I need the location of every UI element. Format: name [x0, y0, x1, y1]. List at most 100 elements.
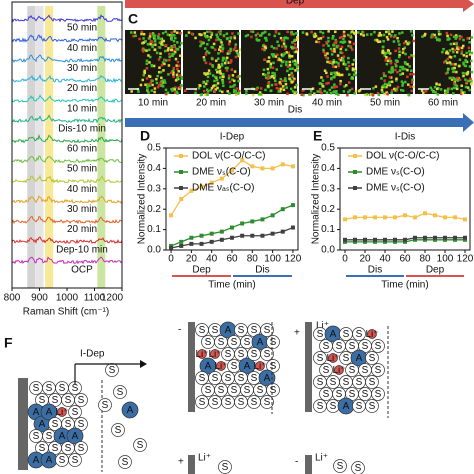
series-marker	[453, 215, 457, 220]
micro-dot	[264, 88, 267, 92]
micro-dot	[468, 65, 472, 68]
micro-dot	[333, 47, 336, 51]
micro-dot	[179, 54, 182, 57]
micro-dot	[448, 55, 452, 59]
micro-dot	[326, 60, 329, 64]
micro-dot	[353, 92, 357, 95]
micro-dot	[390, 67, 394, 71]
micro-dot	[178, 45, 182, 49]
x-tick-label: 100	[437, 254, 454, 265]
electrode-sign: +	[294, 328, 300, 339]
period-label: Dis	[255, 265, 269, 276]
solvent-particle	[266, 383, 280, 397]
micro-dot	[369, 33, 373, 36]
micro-dot	[231, 32, 234, 35]
micro-dot	[270, 83, 274, 87]
series-marker	[260, 217, 265, 222]
micro-dot	[236, 53, 240, 56]
dep-arrow-head	[463, 0, 474, 12]
micro-dot	[200, 33, 203, 37]
micro-dot	[331, 37, 334, 40]
micro-dot	[171, 52, 174, 56]
solvent-label: S	[369, 353, 376, 364]
micro-dot	[204, 61, 208, 65]
micro-dot	[451, 92, 455, 95]
micro-dot	[321, 31, 325, 35]
micro-dot	[185, 34, 188, 37]
micro-dot	[452, 70, 456, 73]
micro-dot	[237, 91, 240, 95]
micro-dot	[161, 31, 165, 35]
lithium-particle	[367, 329, 377, 339]
micro-dot	[334, 73, 337, 77]
micro-dot	[152, 64, 156, 68]
micro-dot	[455, 87, 459, 91]
micro-dot	[339, 82, 342, 86]
micro-dot	[378, 31, 382, 35]
solvent-label: S	[78, 395, 85, 406]
micro-dot	[342, 55, 346, 58]
micro-dot	[145, 67, 149, 70]
micro-dot	[393, 35, 396, 39]
micro-dot	[452, 77, 456, 80]
micro-dot	[322, 48, 325, 52]
micro-dot	[207, 38, 211, 42]
y-tick-label: 0.1	[147, 224, 161, 235]
micro-dot	[446, 68, 450, 71]
series-marker	[189, 188, 194, 193]
micro-dot	[224, 59, 228, 62]
solvent-label: S	[336, 341, 343, 352]
micro-dot	[468, 41, 472, 44]
electrode-sign: -	[178, 325, 181, 336]
micro-dot	[341, 57, 345, 61]
micro-dot	[231, 74, 235, 77]
micro-dot	[280, 38, 284, 42]
solvent-label: S	[244, 385, 251, 396]
micro-dot	[382, 72, 386, 75]
micro-dot	[237, 54, 241, 58]
micro-dot	[386, 59, 390, 63]
solvent-label: S	[122, 457, 129, 468]
micro-dot	[290, 71, 293, 75]
micro-dot	[315, 40, 318, 44]
micro-dot	[286, 65, 290, 68]
micro-dot	[222, 34, 226, 37]
micro-dot	[437, 30, 441, 33]
micro-dot	[170, 33, 174, 36]
micro-dot	[172, 34, 176, 37]
micro-dot	[410, 69, 413, 72]
series-marker	[250, 233, 255, 238]
micro-dot	[264, 76, 268, 80]
micro-dot	[175, 47, 179, 51]
micro-dot	[401, 84, 404, 87]
solvent-label: S	[212, 325, 219, 336]
micro-dot	[257, 93, 261, 96]
micro-dot	[148, 75, 152, 78]
micro-dot	[398, 32, 401, 35]
micro-dot	[380, 88, 384, 92]
micro-dot	[132, 34, 135, 38]
micro-dot	[219, 45, 222, 49]
micro-dot	[385, 57, 388, 61]
micro-dot	[313, 35, 316, 39]
micro-dot	[334, 65, 338, 69]
solvent-label: S	[317, 401, 324, 412]
micro-dot	[300, 93, 303, 96]
micro-dot	[385, 62, 389, 66]
series-marker	[433, 237, 437, 242]
micro-dot	[187, 31, 191, 34]
micro-dot	[238, 48, 242, 51]
micro-dot	[429, 86, 433, 90]
micro-dot	[351, 63, 355, 66]
micro-dot	[281, 85, 285, 88]
micro-dot	[289, 87, 293, 91]
micro-dot	[395, 64, 398, 68]
micro-dot	[293, 86, 297, 89]
lithium-label: Li⁺	[253, 361, 266, 372]
micro-dot	[294, 38, 297, 42]
micro-dot	[282, 39, 286, 42]
x-axis-title: Time (min)	[208, 280, 255, 291]
micro-dot	[137, 90, 140, 93]
micro-dot	[291, 67, 294, 70]
spectrum-label: 60 min	[67, 144, 97, 155]
